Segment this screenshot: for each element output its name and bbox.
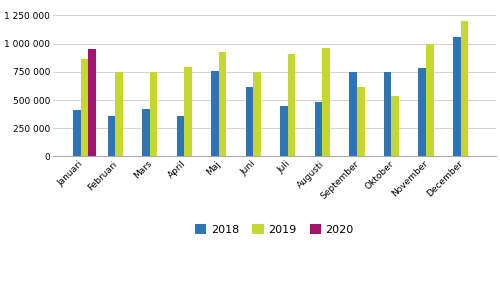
Bar (80, 59, 88, 156)
Bar (426, 44, 434, 156)
Bar (211, 71, 219, 156)
Bar (88, 49, 96, 156)
Bar (150, 72, 158, 156)
Bar (418, 68, 426, 156)
Bar (184, 67, 192, 156)
Bar (176, 116, 184, 156)
Bar (219, 51, 226, 156)
Bar (392, 95, 399, 156)
Bar (73, 110, 80, 156)
Bar (246, 87, 254, 156)
Bar (315, 102, 322, 156)
Bar (254, 72, 261, 156)
Bar (357, 87, 364, 156)
Bar (115, 72, 123, 156)
Legend: 2018, 2019, 2020: 2018, 2019, 2020 (191, 220, 358, 239)
Bar (322, 48, 330, 156)
Bar (460, 21, 468, 156)
Bar (108, 116, 115, 156)
Bar (288, 54, 296, 156)
Bar (384, 72, 392, 156)
Bar (280, 106, 288, 156)
Bar (350, 72, 357, 156)
Bar (142, 109, 150, 156)
Bar (453, 38, 460, 156)
